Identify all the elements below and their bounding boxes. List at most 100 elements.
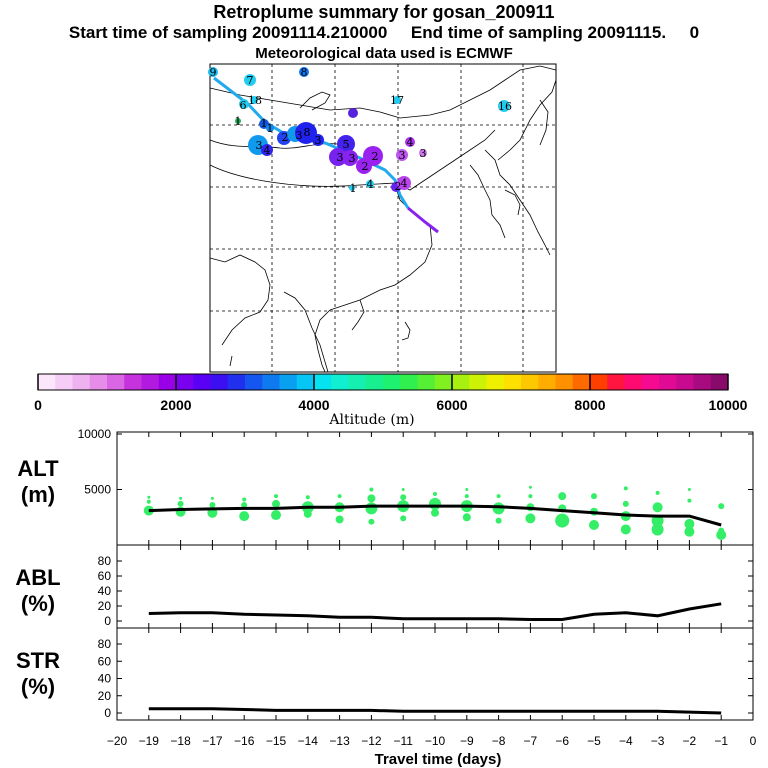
cluster-marker	[312, 134, 324, 146]
altitude-dot	[622, 500, 629, 507]
altitude-dot	[687, 498, 692, 503]
y-tick-label: 80	[98, 554, 112, 568]
x-tick-label: −9	[460, 734, 474, 748]
x-tick-label: −20	[107, 734, 128, 748]
colorbar-cell	[710, 374, 729, 390]
x-tick-label: −2	[683, 734, 697, 748]
cluster-label: 3	[315, 134, 322, 147]
x-tick-label: −11	[393, 734, 413, 748]
cluster-label: 3	[337, 151, 344, 164]
map-frame	[209, 63, 557, 373]
cluster-markers	[208, 67, 510, 192]
cluster-label: 3	[296, 129, 303, 142]
cluster-label: 16	[498, 100, 512, 113]
x-tick-label: −13	[329, 734, 350, 748]
colorbar-cell	[469, 374, 487, 390]
cluster-label: 7	[247, 74, 254, 87]
x-tick-label: −5	[587, 734, 601, 748]
altitude-dot	[401, 488, 405, 491]
altitude-dot	[495, 517, 502, 524]
y-tick-label: 80	[98, 637, 112, 651]
colorbar-cell	[55, 374, 73, 390]
y-tick-label: 60	[98, 654, 112, 668]
y-tick-label: 20	[98, 689, 112, 703]
cluster-marker	[337, 135, 355, 153]
colorbar-cell	[107, 374, 125, 390]
altitude-dot	[272, 499, 280, 508]
panel-label: ABL	[15, 565, 60, 590]
chart-subtitle-meteo: Meteorological data used is ECMWF	[255, 45, 513, 62]
panel-str: 0 20 40 60 80 STR(%)	[16, 627, 754, 721]
altitude-dot	[305, 495, 310, 500]
altitude-dot	[400, 494, 407, 501]
altitude-dot	[146, 499, 151, 504]
colorbar-cell	[486, 374, 505, 390]
cluster-marker	[348, 108, 358, 118]
colorbar-cell	[72, 374, 91, 390]
cluster-label: 2	[395, 180, 402, 193]
colorbar-cell	[314, 374, 332, 390]
x-tick-label: −8	[492, 734, 506, 748]
altitude-dot	[496, 494, 501, 499]
colorbar-cell	[400, 374, 418, 390]
colorbar-cell	[521, 374, 539, 390]
panel-label: ALT	[17, 456, 59, 481]
panel-frame	[116, 627, 754, 721]
colorbar-cell	[434, 374, 453, 390]
colorbar-cell	[641, 374, 660, 390]
x-tick-label: −6	[555, 734, 569, 748]
cluster-marker	[396, 149, 408, 161]
series-line-str	[148, 707, 722, 715]
altitude-dot	[652, 502, 663, 513]
altitude-dot	[716, 530, 727, 541]
colorbar-cell	[245, 374, 263, 390]
colorbar-cell	[227, 374, 246, 390]
x-tick-label: −18	[170, 734, 191, 748]
series-line-abl	[148, 602, 722, 621]
x-tick-label: −10	[425, 734, 446, 748]
x-tick-label: −12	[361, 734, 382, 748]
altitude-dot	[655, 490, 660, 495]
colorbar-tick-label: 2000	[160, 397, 191, 413]
altitude-dot	[147, 495, 151, 499]
colorbar-cell	[331, 374, 349, 390]
cluster-marker	[266, 124, 274, 132]
cluster-marker	[363, 146, 383, 166]
cluster-label: 4	[407, 136, 414, 149]
cluster-label: 3	[420, 147, 427, 160]
altitude-dot	[525, 513, 536, 524]
altitude-dot	[651, 523, 664, 536]
x-tick-label: −1	[714, 734, 728, 748]
map-coastlines	[209, 65, 557, 373]
x-tick-labels: −20 −19 −18 −17 −16 −15 −14 −13 −12 −11 −10 −9 −8 −7−…	[107, 734, 757, 748]
colorbar-cell	[607, 374, 625, 390]
x-axis-label: Travel time (days)	[375, 751, 502, 768]
cluster-marker	[419, 149, 427, 157]
colorbar-cell	[659, 374, 677, 390]
cluster-marker	[239, 99, 249, 109]
colorbar-cell	[383, 374, 401, 390]
cluster-label: 3	[349, 152, 356, 165]
altitude-dot	[462, 513, 471, 522]
colorbar-cell	[417, 374, 436, 390]
altitude-dot	[464, 494, 469, 499]
colorbar-tick-label: 10000	[709, 397, 748, 413]
altitude-dot	[337, 494, 342, 499]
colorbar-tick-label: 6000	[436, 397, 467, 413]
altitude-dot	[239, 511, 250, 522]
panel-unit: (%)	[21, 674, 55, 699]
altitude-dot	[400, 515, 407, 522]
colorbar-cell	[572, 374, 591, 390]
panel-unit: (%)	[21, 591, 55, 616]
altitude-dot	[210, 496, 214, 500]
altitude-dot	[242, 497, 247, 502]
cluster-label: 8	[304, 126, 311, 139]
altitude-dot	[718, 503, 725, 510]
trajectory-segment-late	[407, 206, 439, 234]
colorbar-cell	[555, 374, 574, 390]
x-tick-label: −19	[139, 734, 160, 748]
altitude-dot	[369, 487, 374, 492]
cluster-marker	[261, 144, 273, 156]
cluster-marker	[393, 96, 401, 104]
